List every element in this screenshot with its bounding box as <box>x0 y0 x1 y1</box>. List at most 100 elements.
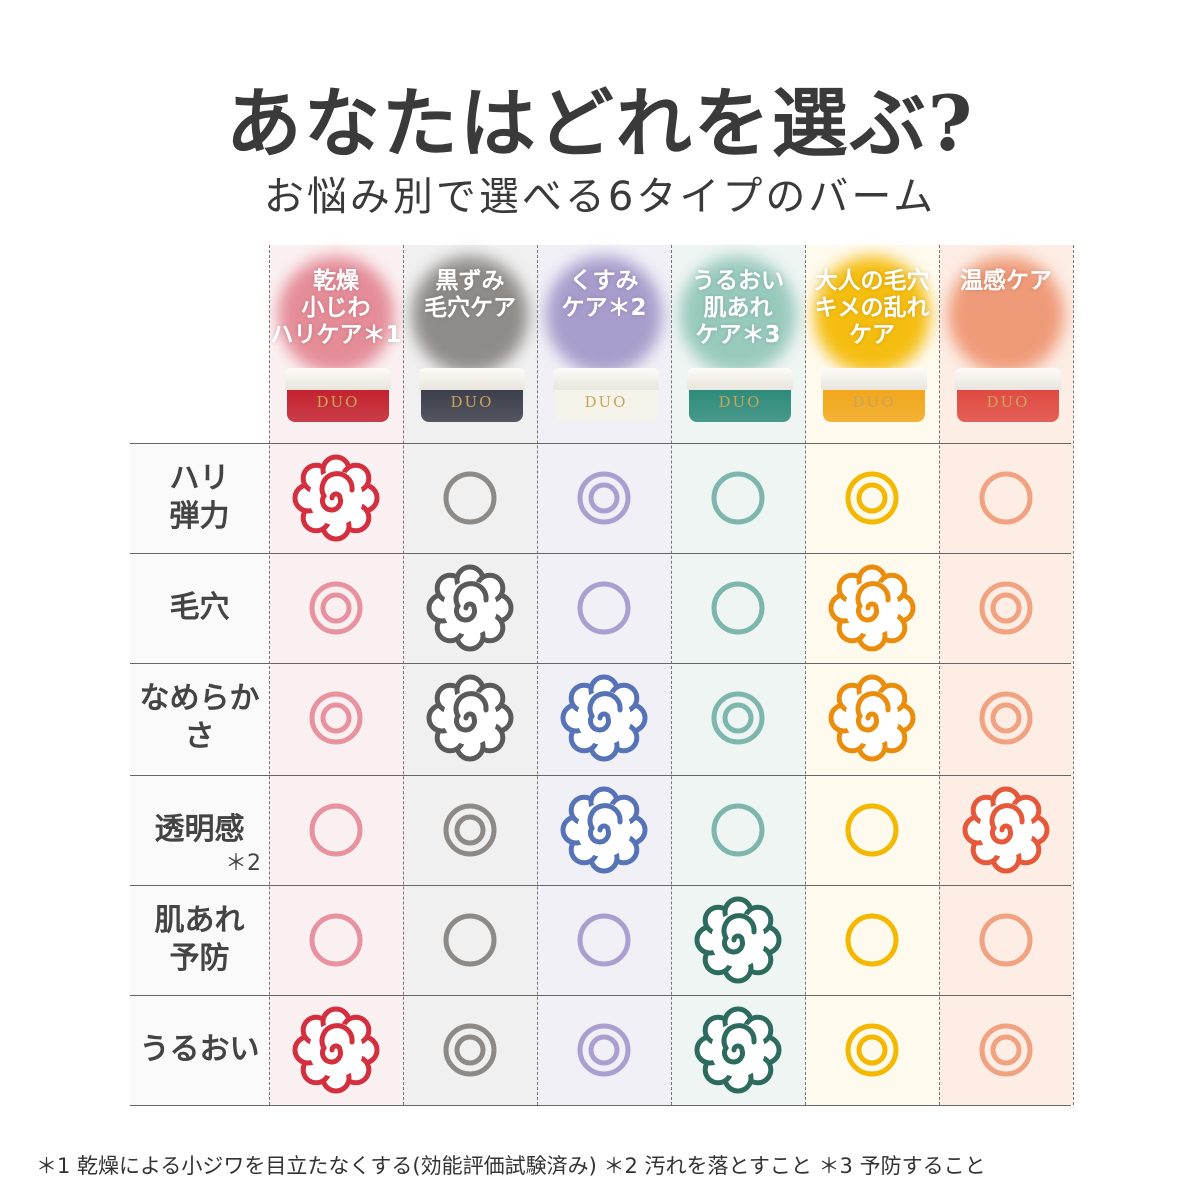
rating-double-circle-icon <box>269 663 403 773</box>
product-label: くすみ ケア＊2 <box>561 268 647 321</box>
product-jar-image: DUO <box>285 368 391 424</box>
jar-base: DUO <box>823 390 925 422</box>
row-label: なめらかさ <box>139 681 260 754</box>
rating-double-circle-icon <box>939 995 1073 1105</box>
row-divider <box>130 995 1071 996</box>
rating-flower-icon <box>537 775 671 885</box>
row-label-cell: なめらかさ <box>130 663 269 773</box>
rating-flower-icon <box>403 663 537 773</box>
rating-double-circle-icon <box>403 775 537 885</box>
column-divider <box>537 245 538 1105</box>
rating-circle-icon <box>671 443 805 553</box>
rating-double-circle-icon <box>403 995 537 1105</box>
rating-flower-icon <box>269 443 403 553</box>
row-divider <box>130 1105 1071 1106</box>
brand-logo: DUO <box>584 393 628 411</box>
product-jar-image: DUO <box>687 368 793 424</box>
rating-double-circle-icon <box>805 443 939 553</box>
rating-circle-icon <box>671 553 805 663</box>
rating-circle-icon <box>805 885 939 995</box>
row-divider <box>130 775 1071 776</box>
rating-flower-icon <box>403 553 537 663</box>
column-divider <box>1073 245 1074 1105</box>
jar-lid <box>687 368 793 390</box>
brand-logo: DUO <box>852 393 896 411</box>
jar-base: DUO <box>287 390 389 422</box>
brand-logo: DUO <box>450 393 494 411</box>
header-glow <box>810 250 934 380</box>
footnote: ＊1 乾燥による小ジワを目立たなくする(効能評価試験済み) ＊2 汚れを落とすこ… <box>36 1154 986 1178</box>
rating-flower-icon <box>269 995 403 1105</box>
product-label: 大人の毛穴 キメの乱れ ケア <box>814 268 930 348</box>
row-label: 肌あれ 予防 <box>154 903 245 976</box>
product-label: 温感ケア <box>960 268 1052 294</box>
product-header: くすみ ケア＊2 DUO <box>537 250 671 440</box>
page-title: あなたはどれを選ぶ? <box>225 79 975 168</box>
product-jar-image: DUO <box>821 368 927 424</box>
jar-lid <box>821 368 927 390</box>
column-divider <box>671 245 672 1105</box>
rating-circle-icon <box>403 443 537 553</box>
jar-base: DUO <box>689 390 791 422</box>
row-label: うるおい <box>139 1032 260 1067</box>
brand-logo: DUO <box>316 393 360 411</box>
rating-circle-icon <box>939 885 1073 995</box>
row-label-cell: ハリ 弾力 <box>130 443 269 553</box>
brand-logo: DUO <box>986 393 1030 411</box>
product-jar-image: DUO <box>553 368 659 424</box>
row-divider <box>130 443 1071 444</box>
rating-double-circle-icon <box>805 995 939 1105</box>
rating-flower-icon <box>537 663 671 773</box>
brand-logo: DUO <box>718 393 762 411</box>
rating-flower-icon <box>939 775 1073 885</box>
column-divider <box>403 245 404 1105</box>
product-header: 大人の毛穴 キメの乱れ ケア DUO <box>805 250 939 440</box>
row-divider <box>130 885 1071 886</box>
product-label: 黒ずみ 毛穴ケア <box>424 268 516 321</box>
rating-circle-icon <box>269 775 403 885</box>
row-label-cell: うるおい <box>130 995 269 1105</box>
row-label-cell: 肌あれ 予防 <box>130 885 269 995</box>
jar-base: DUO <box>421 390 523 422</box>
rating-double-circle-icon <box>269 553 403 663</box>
rating-circle-icon <box>403 885 537 995</box>
row-label-note: ＊2 <box>225 851 261 876</box>
rating-circle-icon <box>269 885 403 995</box>
header-glow <box>274 250 398 380</box>
column-divider <box>939 245 940 1105</box>
row-divider <box>130 553 1071 554</box>
jar-base: DUO <box>957 390 1059 422</box>
rating-flower-icon <box>805 663 939 773</box>
product-header: 乾燥 小じわ ハリケア＊1 DUO <box>269 250 403 440</box>
rating-double-circle-icon <box>939 663 1073 773</box>
rating-circle-icon <box>805 775 939 885</box>
rating-flower-icon <box>671 885 805 995</box>
header-glow <box>944 250 1068 380</box>
product-header: 黒ずみ 毛穴ケア DUO <box>403 250 537 440</box>
product-header: 温感ケア DUO <box>939 250 1073 440</box>
jar-lid <box>955 368 1061 390</box>
page-subtitle: お悩み別で選べる6タイプのバーム <box>263 174 937 220</box>
product-jar-image: DUO <box>419 368 525 424</box>
row-divider <box>130 663 1071 664</box>
jar-lid <box>419 368 525 390</box>
product-header: うるおい 肌あれ ケア＊3 DUO <box>671 250 805 440</box>
jar-lid <box>285 368 391 390</box>
column-divider <box>269 245 270 1105</box>
rating-double-circle-icon <box>537 995 671 1105</box>
jar-base: DUO <box>555 390 657 422</box>
rating-double-circle-icon <box>939 553 1073 663</box>
rating-flower-icon <box>805 553 939 663</box>
product-jar-image: DUO <box>955 368 1061 424</box>
rating-circle-icon <box>537 885 671 995</box>
rating-circle-icon <box>671 775 805 885</box>
row-label: ハリ 弾力 <box>169 461 230 534</box>
header-glow <box>676 250 800 380</box>
rating-circle-icon <box>537 553 671 663</box>
jar-lid <box>553 368 659 390</box>
product-label: うるおい 肌あれ ケア＊3 <box>692 268 784 348</box>
rating-double-circle-icon <box>671 663 805 773</box>
header-glow <box>408 250 532 380</box>
rating-circle-icon <box>939 443 1073 553</box>
header-glow <box>542 250 666 380</box>
